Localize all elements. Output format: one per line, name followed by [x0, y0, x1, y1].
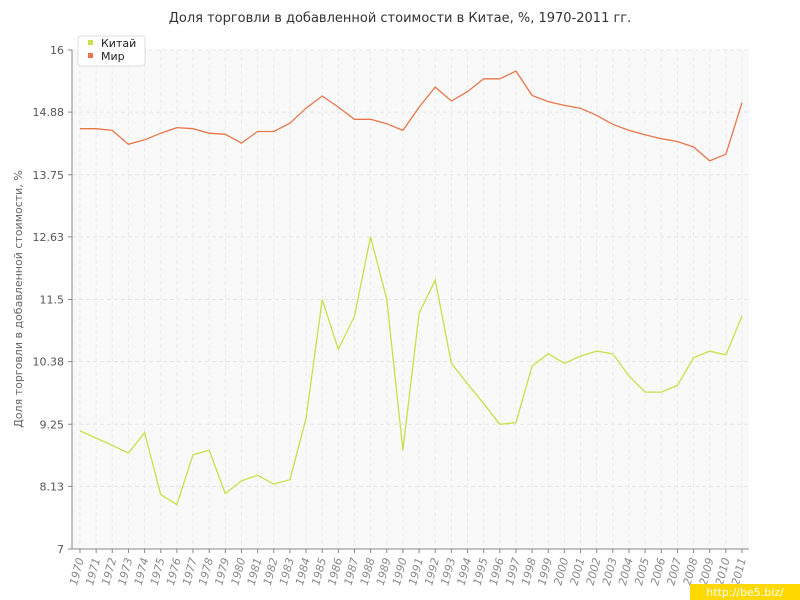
y-tick-label: 12.63 — [33, 231, 65, 244]
watermark[interactable]: http://be5.biz/ — [690, 584, 800, 600]
y-tick-label: 13.75 — [33, 169, 65, 182]
legend: Китай Мир — [77, 35, 146, 67]
y-tick-label: 8.13 — [40, 480, 65, 493]
grid — [72, 49, 749, 549]
legend-box — [77, 35, 146, 67]
x-tick-labels: 1970197119721973197419751976197719781979… — [67, 549, 749, 587]
chart-title: Доля торговли в добавленной стоимости в … — [169, 11, 632, 26]
legend-label-world: Мир — [101, 50, 125, 63]
series-line-china — [79, 236, 743, 506]
legend-swatch-world — [88, 53, 93, 58]
y-axis-label: Доля торговли в добавленной стоимости, % — [12, 170, 25, 428]
legend-swatch-china — [88, 40, 93, 45]
watermark-background — [690, 584, 800, 600]
y-tick-label: 16 — [50, 44, 64, 57]
y-tick-label: 14.88 — [33, 106, 65, 119]
y-tick-label: 11.5 — [40, 294, 65, 307]
legend-label-china: Китай — [101, 37, 136, 50]
watermark-link[interactable]: http://be5.biz/ — [706, 586, 784, 599]
y-tick-label: 10.38 — [33, 356, 65, 369]
y-tick-labels: 7 8.13 9.25 10.38 11.5 12.63 13.75 14.88 16 — [33, 44, 72, 556]
y-tick-label: 9.25 — [40, 418, 65, 431]
series-lines — [79, 70, 743, 506]
y-tick-label: 7 — [57, 543, 64, 556]
series-line-world — [80, 70, 743, 162]
